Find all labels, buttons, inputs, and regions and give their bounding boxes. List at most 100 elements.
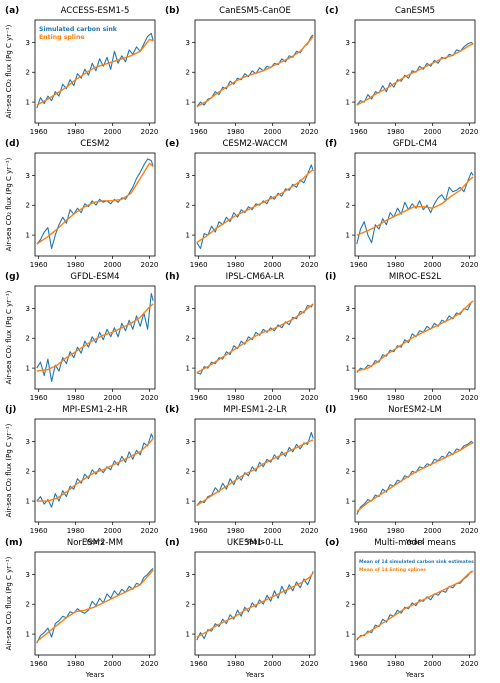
y-tick-label: 2 — [346, 69, 350, 77]
x-tick-label: 2020 — [141, 527, 159, 535]
spline-line — [196, 168, 314, 244]
x-tick-label: 1980 — [387, 128, 405, 136]
plot-frame — [354, 152, 476, 257]
panel-label: (h) — [165, 272, 180, 282]
panel-title: MIROC-ES2L — [389, 272, 442, 282]
x-tick-label: 1980 — [67, 660, 85, 668]
x-tick-label: 1980 — [67, 394, 85, 402]
plot-frame — [34, 551, 156, 656]
x-tick-label: 2000 — [424, 660, 442, 668]
x-tick-label: 2020 — [141, 261, 159, 269]
spline-line — [356, 570, 474, 640]
panel-i: (i) MIROC-ES2L 1960 1980 2000 2020 1 2 3 — [325, 272, 478, 402]
x-tick-label: 2020 — [461, 394, 479, 402]
spline-line — [36, 569, 154, 643]
x-tick-label: 1960 — [30, 128, 48, 136]
panel-j: (j) MPI-ESM1-2-HR 1960 1980 2000 2020 1 2 3 Air-s… — [5, 405, 158, 546]
y-tick-label: 2 — [26, 202, 30, 210]
x-tick-label: 1980 — [67, 261, 85, 269]
y-tick-label: 2 — [26, 601, 30, 609]
x-tick-label: 1980 — [387, 527, 405, 535]
y-axis-label: Air-sea CO₂ flux (Pg C yr⁻¹) — [5, 556, 13, 650]
panel-title: CESM2-WACCM — [223, 139, 288, 149]
y-tick-label: 3 — [26, 39, 30, 47]
x-tick-label: 2000 — [424, 261, 442, 269]
y-tick-label: 3 — [186, 571, 190, 579]
panel-g: (g) GFDL-ESM4 1960 1980 2000 2020 1 2 3 Air-sea C… — [5, 272, 158, 402]
panel-label: (i) — [325, 272, 336, 282]
y-tick-label: 3 — [186, 39, 190, 47]
panel-label: (f) — [325, 139, 337, 149]
panel-f: (f) GFDL-CM4 1960 1980 2000 2020 1 2 3 — [325, 139, 478, 269]
x-tick-label: 2000 — [264, 394, 282, 402]
x-tick-label: 2000 — [104, 261, 122, 269]
x-tick-label: 2020 — [461, 660, 479, 668]
x-tick-label: 1960 — [190, 394, 208, 402]
y-tick-label: 2 — [346, 468, 350, 476]
panel-label: (e) — [165, 139, 179, 149]
y-tick-label: 1 — [26, 498, 30, 506]
x-tick-label: 1960 — [190, 660, 208, 668]
x-tick-label: 2000 — [104, 128, 122, 136]
plot-frame — [194, 285, 316, 390]
x-axis-label: Years — [245, 538, 265, 546]
x-tick-label: 2000 — [264, 527, 282, 535]
x-tick-label: 2020 — [301, 527, 319, 535]
spline-line — [36, 437, 154, 502]
x-tick-label: 2000 — [104, 394, 122, 402]
x-tick-label: 1960 — [30, 394, 48, 402]
x-tick-label: 1980 — [387, 394, 405, 402]
plot-frame — [194, 551, 316, 656]
x-tick-label: 2020 — [301, 394, 319, 402]
spline-line — [356, 300, 474, 372]
spline-line — [356, 176, 474, 236]
y-tick-label: 1 — [186, 232, 190, 240]
y-tick-label: 2 — [186, 69, 190, 77]
plot-frame — [34, 418, 156, 523]
y-tick-label: 2 — [186, 202, 190, 210]
panel-o: (o) Multi-model means 1960 1980 2000 2020 1 2 3 Y… — [325, 538, 478, 679]
panel-title: NorESM2-MM — [67, 538, 123, 548]
y-tick-label: 2 — [186, 468, 190, 476]
panel-label: (g) — [5, 272, 20, 282]
panel-label: (a) — [5, 6, 19, 16]
x-tick-label: 1980 — [227, 128, 245, 136]
x-tick-label: 2000 — [424, 394, 442, 402]
legend-entry: Mean of 14 Enting splines — [359, 567, 426, 573]
spline-line — [36, 303, 154, 372]
panel-title: CanESM5-CanOE — [219, 6, 291, 16]
y-tick-label: 2 — [26, 69, 30, 77]
x-tick-label: 1960 — [350, 128, 368, 136]
panel-title: NorESM2-LM — [388, 405, 442, 415]
x-tick-label: 1980 — [67, 527, 85, 535]
x-tick-label: 1960 — [190, 527, 208, 535]
y-tick-label: 1 — [26, 99, 30, 107]
panel-title: IPSL-CM6A-LR — [226, 272, 285, 282]
y-axis-label: Air-sea CO₂ flux (Pg C yr⁻¹) — [5, 24, 13, 118]
y-tick-label: 3 — [346, 39, 350, 47]
legend-entry: Simulated carbon sink — [39, 26, 118, 33]
y-tick-label: 1 — [346, 99, 350, 107]
panel-label: (b) — [165, 6, 180, 16]
x-tick-label: 2000 — [424, 527, 442, 535]
panel-c: (c) CanESM5 1960 1980 2000 2020 1 2 3 — [325, 6, 478, 136]
panel-title: GFDL-ESM4 — [70, 272, 119, 282]
x-tick-label: 2020 — [301, 660, 319, 668]
y-tick-label: 3 — [186, 438, 190, 446]
panel-title: CanESM5 — [395, 6, 435, 16]
x-tick-label: 2020 — [301, 261, 319, 269]
panel-title: MPI-ESM1-2-HR — [62, 405, 127, 415]
x-tick-label: 1960 — [190, 261, 208, 269]
x-tick-label: 2020 — [141, 394, 159, 402]
x-tick-label: 1960 — [350, 394, 368, 402]
y-tick-label: 1 — [26, 232, 30, 240]
sink-line — [356, 41, 474, 106]
panel-k: (k) MPI-ESM1-2-LR 1960 1980 2000 2020 1 2 3 Years — [165, 405, 318, 546]
spline-line — [36, 162, 154, 245]
x-tick-label: 1960 — [350, 660, 368, 668]
x-axis-label: Years — [405, 671, 425, 679]
x-axis-label: Years — [245, 671, 265, 679]
panel-title: UKESM1-0-LL — [227, 538, 284, 548]
sink-line — [196, 431, 314, 506]
panel-label: (j) — [5, 405, 16, 415]
